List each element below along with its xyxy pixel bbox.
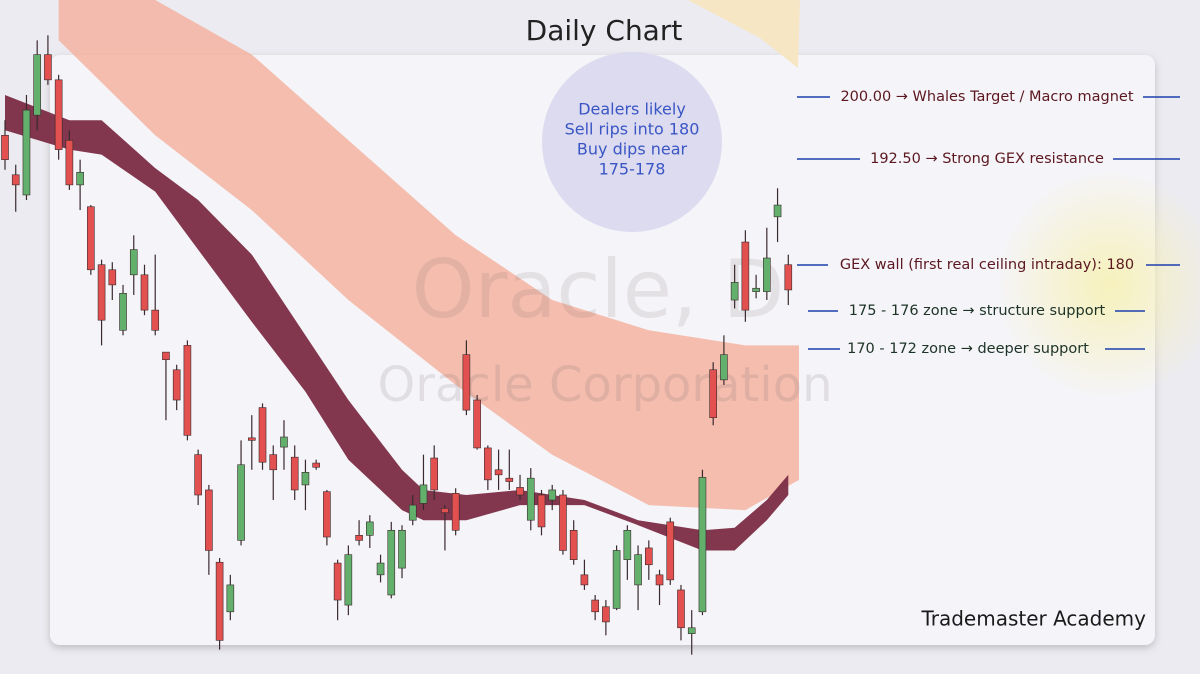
- candle-body: [666, 521, 675, 581]
- candle-body: [720, 354, 728, 381]
- candle-body: [312, 462, 320, 468]
- candle-body: [430, 457, 439, 491]
- candle-body: [408, 504, 417, 521]
- candle-body: [763, 257, 771, 292]
- candle-body: [247, 437, 256, 441]
- candle-body: [119, 292, 127, 331]
- glow: [995, 170, 1200, 400]
- candle-body: [634, 554, 642, 586]
- annotation: 200.00 → Whales Target / Macro magnet: [840, 89, 1133, 105]
- candle-body: [44, 54, 52, 81]
- candle-body: [462, 354, 471, 411]
- candle-body: [677, 589, 685, 629]
- candle-body: [205, 489, 213, 551]
- candle-body: [54, 79, 63, 150]
- candle-body: [655, 574, 664, 586]
- watermark: Oracle, D: [412, 243, 785, 336]
- candle-body: [441, 508, 449, 513]
- candle-body: [355, 535, 363, 541]
- candle-body: [505, 477, 514, 482]
- candle-body: [226, 584, 235, 613]
- candle-body: [172, 369, 181, 401]
- candle-body: [344, 554, 353, 606]
- candle-body: [237, 464, 245, 541]
- candle-body: [730, 282, 739, 301]
- candle-body: [548, 489, 557, 501]
- candle-body: [623, 529, 632, 561]
- candle-body: [323, 491, 331, 538]
- candle-body: [333, 562, 342, 601]
- candle-body: [398, 529, 406, 569]
- callout-text: Buy dips near: [577, 140, 688, 159]
- candle-body: [65, 140, 74, 186]
- annotation: 175 - 176 zone → structure support: [849, 303, 1106, 319]
- candle-body: [473, 399, 481, 449]
- annotation: 192.50 → Strong GEX resistance: [870, 151, 1104, 167]
- chart-title: Daily Chart: [526, 14, 683, 47]
- annotation: GEX wall (first real ceiling intraday): …: [840, 257, 1134, 273]
- callout-text: Dealers likely: [578, 100, 686, 119]
- candle-body: [784, 264, 793, 291]
- candle-body: [602, 606, 610, 623]
- candle-body: [387, 529, 396, 596]
- candle-body: [494, 469, 503, 476]
- candle-body: [108, 269, 117, 286]
- candle-body: [33, 54, 41, 116]
- candle-body: [129, 249, 138, 276]
- ribbon: [58, 0, 799, 511]
- candles: [1, 35, 793, 655]
- candle-body: [215, 561, 224, 641]
- credit: Trademaster Academy: [920, 607, 1146, 631]
- candle-body: [687, 627, 696, 634]
- candle-body: [269, 454, 278, 471]
- candle-body: [183, 345, 192, 436]
- callout-text: 175-178: [599, 160, 666, 179]
- candle-body: [151, 309, 160, 331]
- candle-body: [280, 436, 288, 448]
- ribbon: [5, 95, 789, 551]
- candle-body: [76, 171, 84, 186]
- candle-body: [741, 241, 750, 311]
- candle-body: [537, 494, 546, 528]
- candle-body: [451, 493, 460, 531]
- candle-body: [22, 109, 31, 196]
- candle-body: [11, 174, 20, 186]
- candle-body: [612, 550, 621, 609]
- candle-body: [97, 264, 106, 321]
- candle-body: [484, 447, 492, 481]
- candle-body: [526, 477, 535, 521]
- callout-bubble: [542, 52, 722, 232]
- candle-body: [290, 456, 299, 491]
- candle-body: [580, 574, 589, 586]
- callout-text: Sell rips into 180: [565, 120, 700, 139]
- candle-body: [258, 407, 267, 463]
- candle-body: [140, 274, 149, 311]
- candle-body: [301, 472, 310, 486]
- candle-body: [559, 494, 567, 551]
- candle-body: [644, 547, 653, 566]
- candle-body: [194, 454, 202, 496]
- candle-body: [569, 529, 578, 561]
- candle-body: [591, 599, 599, 613]
- candle-body: [87, 206, 95, 271]
- watermark: Oracle Corporation: [378, 357, 833, 413]
- candle-body: [366, 521, 374, 536]
- annotation: 170 - 172 zone → deeper support: [847, 341, 1089, 357]
- candle-body: [698, 477, 707, 613]
- decor-shape: [688, 0, 800, 68]
- candle-body: [709, 369, 717, 418]
- candle-body: [162, 351, 170, 360]
- ribbons: [5, 0, 799, 551]
- candle-body: [773, 204, 782, 218]
- candle-body: [516, 487, 524, 496]
- candle-body: [1, 135, 9, 160]
- candle-body: [752, 287, 760, 292]
- candle-body: [419, 484, 428, 504]
- candle-body: [376, 562, 385, 576]
